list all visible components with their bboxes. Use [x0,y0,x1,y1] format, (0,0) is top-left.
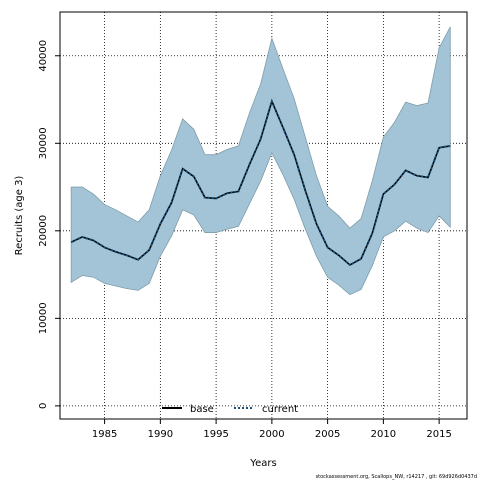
x-tick-label: 2010 [371,429,396,440]
plot-frame [59,11,468,420]
series-line-current [70,98,451,267]
legend-label-current: current [262,404,298,415]
y-axis-title: Recruits (age 3) [14,176,25,256]
x-tick-label: 2000 [259,429,284,440]
x-tick-label: 1985 [92,429,117,440]
x-tick-label: 1990 [148,429,173,440]
y-tick-label: 40000 [38,40,49,72]
series-lines [70,98,451,267]
confidence-band [70,26,451,296]
x-axis-title: Years [249,458,276,469]
legend: base current [162,404,298,415]
x-axis: 1985 1990 1995 2000 2005 2010 2015 [92,419,452,440]
x-tick-label: 2015 [426,429,451,440]
legend-label-base: base [190,404,214,415]
y-tick-label: 0 [38,403,49,409]
y-tick-label: 30000 [38,127,49,159]
confidence-band-area [70,26,451,296]
x-tick-label: 2005 [315,429,340,440]
y-axis: 0 10000 20000 30000 40000 [38,40,60,409]
y-tick-label: 20000 [38,215,49,247]
x-tick-label: 1995 [203,429,228,440]
footer-text: stockassessment.org, Scallops_NW, r14217… [316,474,477,480]
y-tick-label: 10000 [38,302,49,334]
